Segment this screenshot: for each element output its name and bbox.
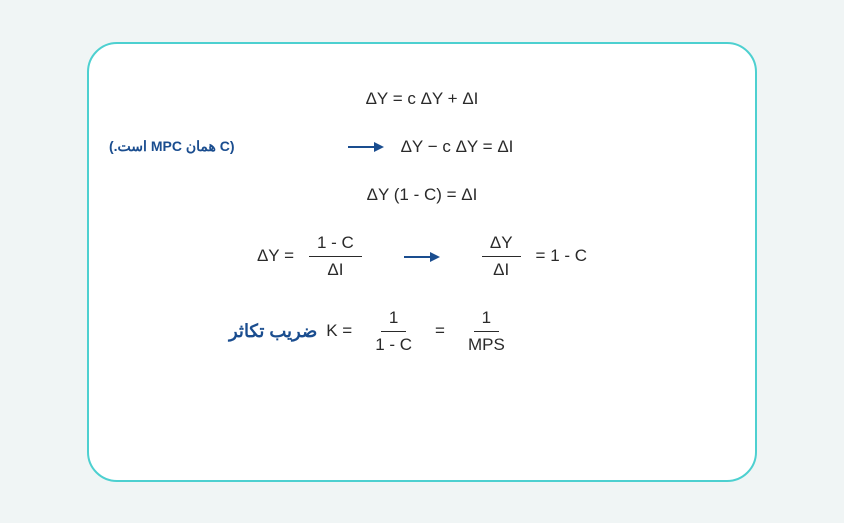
fraction-4: 1 MPS [460,308,513,355]
mpc-note: (C همان MPC است.) [109,138,235,155]
frac3-denominator: 1 - C [367,332,420,355]
frac2-numerator: ΔY [482,233,521,257]
eq4-right-group: ΔY ΔI = 1 - C [477,233,587,280]
fraction-1: 1 - C ΔI [309,233,362,280]
eq5-group: K = 1 1 - C = 1 MPS [326,308,518,355]
equation-line-5: ضریب تکاثر K = 1 1 - C = 1 MPS [139,308,705,355]
frac4-denominator: MPS [460,332,513,355]
frac1-denominator: ΔI [319,257,351,280]
arrow-icon [402,246,442,266]
frac4-numerator: 1 [474,308,499,332]
eq2-text: ΔY − c ΔY = ΔI [401,137,514,157]
eq5-prefix: K = [326,321,352,341]
eq4-left-group: ΔY = 1 - C ΔI [257,233,367,280]
eq4-suffix: = 1 - C [536,246,588,266]
eq3-text: ΔY (1 - C) = ΔI [367,185,478,205]
equation-line-1: ΔY = c ΔY + ΔI [139,89,705,109]
frac2-denominator: ΔI [485,257,517,280]
formula-card: ΔY = c ΔY + ΔI (C همان MPC است.) ΔY − c … [87,42,757,482]
frac3-numerator: 1 [381,308,406,332]
equation-line-4: ΔY = 1 - C ΔI ΔY ΔI = 1 - C [139,233,705,280]
eq4-prefix: ΔY = [257,246,294,266]
multiplier-label: ضریب تکاثر [229,321,317,342]
equation-line-3: ΔY (1 - C) = ΔI [139,185,705,205]
eq5-equals: = [435,321,445,341]
eq1-text: ΔY = c ΔY + ΔI [366,89,479,109]
frac1-numerator: 1 - C [309,233,362,257]
equation-line-2: (C همان MPC است.) ΔY − c ΔY = ΔI [139,137,705,157]
fraction-3: 1 1 - C [367,308,420,355]
fraction-2: ΔY ΔI [482,233,521,280]
arrow-icon [346,137,386,157]
